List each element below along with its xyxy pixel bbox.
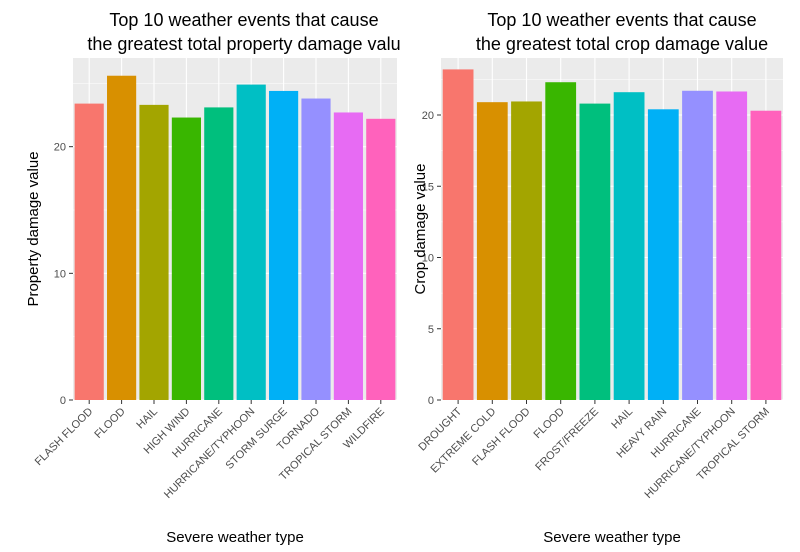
crop-bar-hurricane-typhoon — [716, 91, 748, 401]
property-bar-hurricane-typhoon — [236, 84, 266, 400]
crop-x-tick-label: HAIL — [609, 406, 635, 432]
property-bar-flood — [107, 75, 137, 400]
crop-y-tick-label: 20 — [422, 110, 434, 122]
crop-y-axis-title: Crop damage value — [412, 164, 429, 295]
property-x-axis-title: Severe weather type — [166, 529, 304, 546]
property-x-tick-label: HAIL — [134, 406, 160, 432]
property-bar-storm-surge — [269, 90, 299, 400]
crop-y-tick-label: 5 — [428, 324, 434, 336]
crop-bar-flood — [545, 82, 577, 400]
property-y-tick-label: 0 — [60, 395, 66, 407]
property-bar-high-wind — [171, 117, 201, 401]
crop-bar-extreme-cold — [476, 102, 508, 401]
property-bar-wildfire — [366, 118, 396, 401]
crop-y-tick-label: 0 — [428, 395, 434, 407]
crop-bar-heavy-rain — [647, 109, 679, 401]
crop-bar-drought — [442, 69, 474, 401]
crop-x-axis-title: Severe weather type — [543, 529, 681, 546]
property-bar-tropical-storm — [333, 112, 363, 400]
property-x-tick-label: FLOOD — [92, 406, 127, 441]
crop-bar-hurricane — [682, 90, 713, 401]
property-bar-hail — [139, 104, 169, 400]
property-bar-hurricane — [204, 107, 234, 401]
crop-chart-title-line-2: the greatest total crop damage value — [476, 34, 768, 54]
property-y-tick-label: 20 — [54, 142, 66, 154]
property-chart-title-line-1: Top 10 weather events that cause — [109, 10, 378, 30]
crop-bar-frost-freeze — [579, 103, 611, 400]
crop-chart-title-line-1: Top 10 weather events that cause — [487, 10, 756, 30]
crop-bar-hail — [613, 92, 645, 400]
crop-bar-tropical-storm — [750, 110, 782, 400]
property-bar-tornado — [301, 98, 331, 401]
crop-bar-flash-flood — [511, 101, 542, 401]
property-chart-title-line-2: the greatest total property damage valu — [87, 34, 400, 54]
property-x-tick-label: FLASH FLOOD — [33, 406, 96, 469]
property-bar-flash-flood — [74, 103, 104, 400]
crop-y-tick-label: 10 — [422, 253, 434, 265]
crop-x-tick-label: FROST/FREEZE — [533, 406, 601, 474]
crop-y-tick-label: 15 — [422, 181, 434, 193]
property-y-tick-label: 10 — [54, 268, 66, 280]
property-y-axis-title: Property damage value — [25, 151, 42, 306]
